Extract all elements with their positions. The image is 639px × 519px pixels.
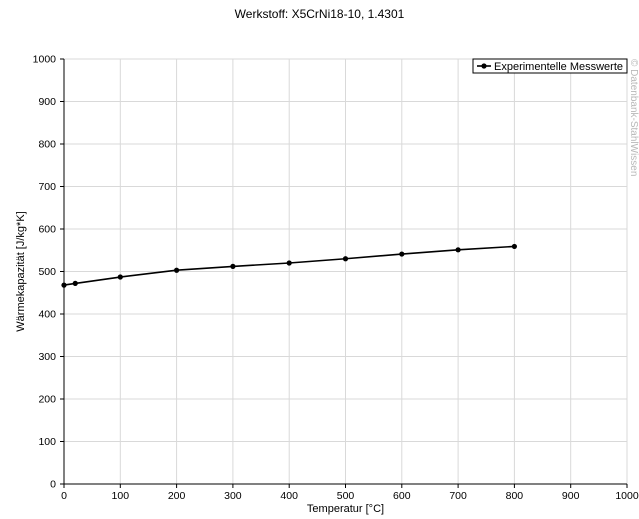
x-axis-label: Temperatur [°C]	[307, 503, 384, 515]
data-point	[230, 263, 236, 269]
legend-box	[472, 58, 628, 74]
y-tick-label: 100	[38, 436, 56, 448]
x-tick-label: 1000	[615, 490, 639, 502]
y-tick-label: 600	[38, 224, 56, 236]
watermark: © Datenbank-StahlWissen	[628, 59, 639, 176]
data-point	[511, 243, 517, 250]
x-tick-label: 600	[393, 490, 411, 502]
y-axis-label: Wärmekapazität [J/kg*K]	[15, 211, 27, 331]
x-tick-label: 800	[506, 490, 524, 502]
y-tick-label: 900	[38, 96, 56, 108]
grid	[63, 58, 628, 485]
y-tick-label: 800	[38, 139, 56, 151]
series-line	[63, 245, 515, 286]
x-tick-labels: 0 100 200 300 400 500 600 700 800 900 1000	[61, 490, 639, 502]
y-tick-labels: 0 100 200 300 400 500 600 700 800 900 1000	[33, 54, 57, 491]
legend-point-marker	[481, 63, 487, 69]
data-point	[399, 251, 405, 257]
legend-entry: Experimentelle Messwerte	[494, 61, 623, 73]
data-point	[72, 280, 78, 286]
series-layer	[61, 243, 517, 288]
x-tick-label: 0	[61, 490, 67, 502]
y-tick-label: 0	[50, 479, 56, 491]
x-tick-label: 300	[224, 490, 242, 502]
data-point	[455, 247, 461, 253]
data-point	[286, 260, 292, 266]
y-tick-label: 300	[38, 351, 56, 363]
x-tick-label: 900	[562, 490, 580, 502]
data-point	[342, 256, 349, 262]
x-tick-label: 700	[449, 490, 467, 502]
data-point	[117, 274, 123, 280]
x-tick-label: 500	[337, 490, 355, 502]
x-tick-label: 200	[168, 490, 186, 502]
data-point	[174, 267, 180, 273]
y-tick-label: 700	[38, 181, 56, 193]
x-tick-label: 100	[112, 490, 130, 502]
y-tick-label: 1000	[33, 54, 57, 66]
x-tick-label: 400	[280, 490, 298, 502]
data-point	[61, 282, 67, 288]
y-tick-label: 400	[38, 309, 56, 321]
axes	[60, 58, 628, 488]
chart-title: Werkstoff: X5CrNi18-10, 1.4301	[234, 7, 405, 21]
y-tick-label: 200	[38, 394, 56, 406]
y-tick-label: 500	[38, 266, 56, 278]
legend: Experimentelle Messwerte	[472, 58, 628, 74]
